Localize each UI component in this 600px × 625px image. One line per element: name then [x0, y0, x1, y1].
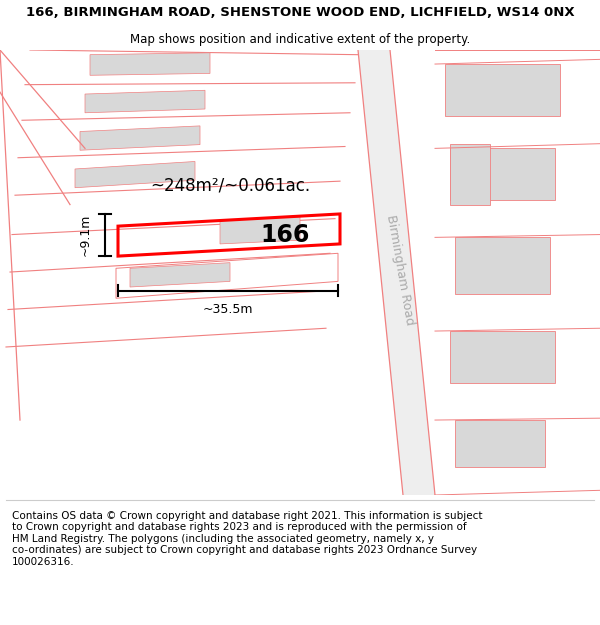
- Polygon shape: [130, 262, 230, 287]
- Text: Birmingham Road: Birmingham Road: [384, 214, 416, 326]
- Polygon shape: [450, 144, 490, 204]
- Text: 166: 166: [260, 222, 310, 246]
- Text: Map shows position and indicative extent of the property.: Map shows position and indicative extent…: [130, 32, 470, 46]
- Polygon shape: [75, 161, 195, 188]
- Polygon shape: [455, 420, 545, 467]
- Polygon shape: [450, 331, 555, 382]
- Text: 166, BIRMINGHAM ROAD, SHENSTONE WOOD END, LICHFIELD, WS14 0NX: 166, BIRMINGHAM ROAD, SHENSTONE WOOD END…: [26, 6, 574, 19]
- Polygon shape: [85, 90, 205, 112]
- Text: ~248m²/~0.061ac.: ~248m²/~0.061ac.: [150, 177, 310, 195]
- Polygon shape: [80, 126, 200, 150]
- Text: Contains OS data © Crown copyright and database right 2021. This information is : Contains OS data © Crown copyright and d…: [12, 511, 482, 567]
- Text: ~35.5m: ~35.5m: [203, 303, 253, 316]
- Polygon shape: [358, 50, 435, 495]
- Polygon shape: [445, 64, 560, 116]
- Polygon shape: [220, 217, 300, 244]
- Polygon shape: [455, 238, 550, 294]
- Polygon shape: [90, 52, 210, 75]
- Text: ~9.1m: ~9.1m: [79, 214, 91, 256]
- Polygon shape: [450, 148, 555, 200]
